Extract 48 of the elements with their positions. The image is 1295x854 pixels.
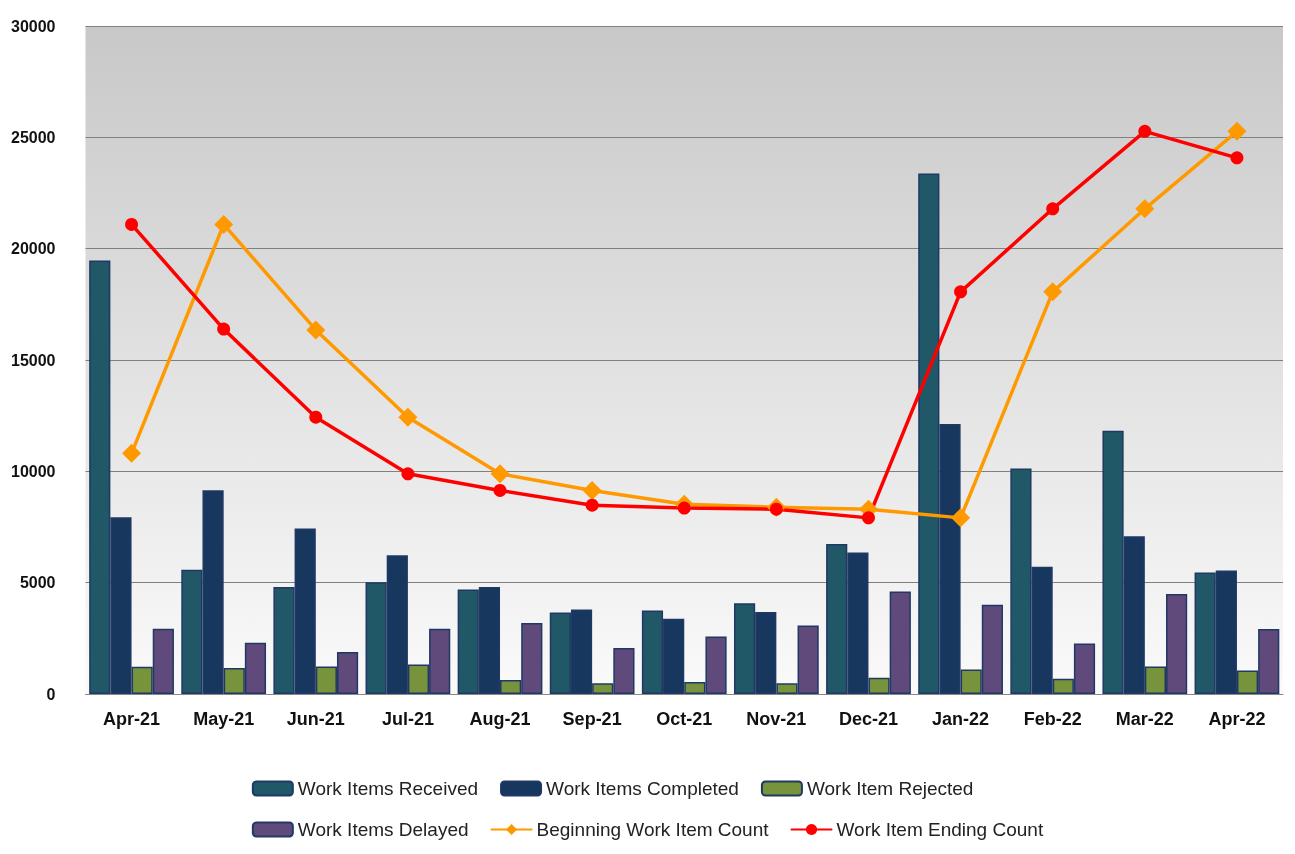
x-tick-label: Jun-21 (286, 709, 345, 729)
point (217, 322, 231, 336)
point (398, 407, 418, 427)
x-tick-label: Aug-21 (469, 709, 531, 729)
x-tick-label: Mar-22 (1115, 709, 1174, 729)
y-tick-label: 15000 (10, 351, 56, 369)
point (585, 498, 599, 512)
y-tick-label: 25000 (10, 128, 56, 146)
legend-label: Work Items Delayed (297, 819, 469, 840)
x-tick-label: Nov-21 (746, 709, 807, 729)
point (951, 508, 971, 528)
x-tick-label: Jan-22 (932, 709, 990, 729)
legend-label: Work Items Received (297, 778, 479, 799)
y-tick-label: 0 (46, 685, 56, 703)
legend-label: Work Item Rejected (806, 778, 974, 799)
point (309, 410, 323, 424)
x-tick-label: Jul-21 (381, 709, 434, 729)
point (125, 217, 139, 231)
x-tick-label: Apr-22 (1208, 709, 1266, 729)
point (861, 511, 875, 525)
point (582, 480, 602, 500)
point (677, 501, 691, 515)
x-tick-label: Oct-21 (656, 709, 713, 729)
point (1043, 282, 1063, 302)
point (1138, 124, 1152, 138)
x-tick-label: Feb-22 (1023, 709, 1082, 729)
legend-label: Work Items Completed (546, 778, 739, 799)
point (493, 483, 507, 497)
point (1046, 202, 1060, 216)
legend-label: Work Item Ending Count (836, 819, 1044, 840)
x-tick-label: May-21 (193, 709, 255, 729)
point (1230, 151, 1244, 165)
x-tick-label: Dec-21 (838, 709, 898, 729)
point (954, 285, 968, 299)
point (122, 443, 142, 463)
point (306, 320, 326, 340)
point (1135, 199, 1155, 219)
point (214, 214, 234, 234)
legend-label: Beginning Work Item Count (536, 819, 770, 840)
y-tick-label: 10000 (10, 462, 56, 480)
point (401, 467, 415, 481)
y-tick-label: 5000 (19, 574, 56, 592)
x-tick-label: Sep-21 (562, 709, 622, 729)
y-tick-label: 20000 (10, 240, 56, 258)
point (490, 464, 510, 484)
x-tick-label: Apr-21 (103, 709, 161, 729)
y-tick-label: 30000 (10, 17, 56, 35)
point (1227, 121, 1247, 141)
